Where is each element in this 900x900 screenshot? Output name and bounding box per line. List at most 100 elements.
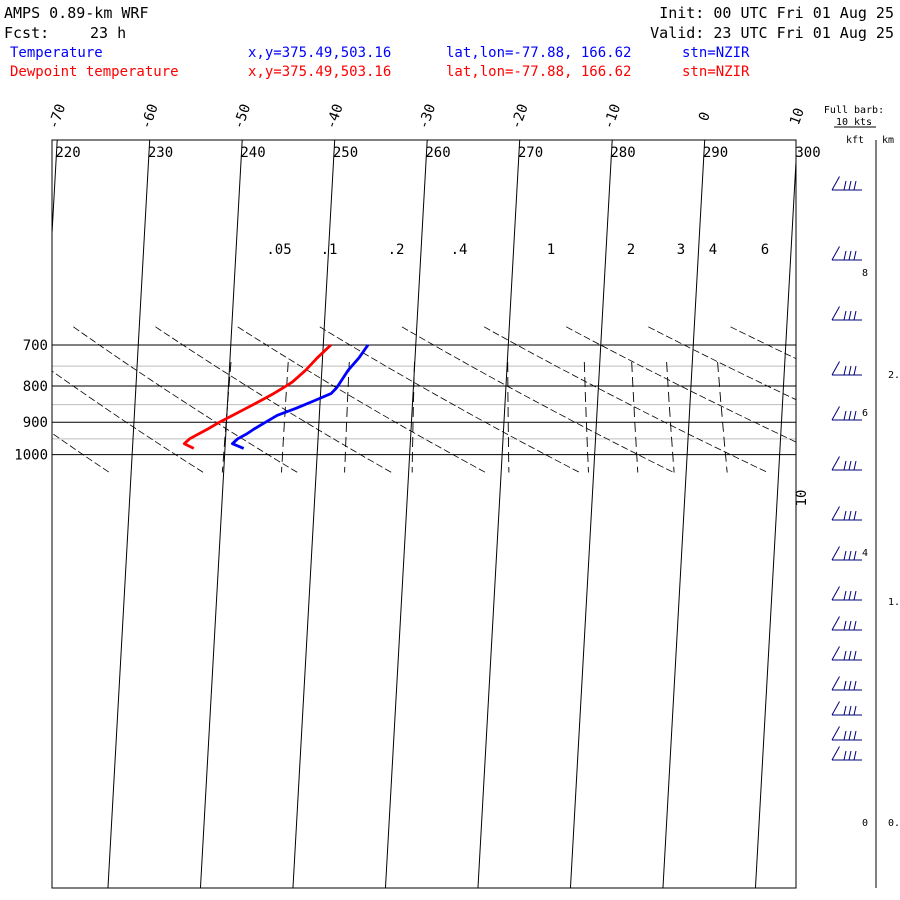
dry-adiabat-label: 290 — [703, 145, 728, 161]
mixing-ratio-line — [344, 361, 350, 473]
wind-barb-shaft — [831, 616, 840, 631]
wind-barb-feather — [853, 680, 857, 691]
wind-barb-feather — [853, 550, 857, 561]
dry-adiabat-label: 270 — [518, 145, 543, 161]
legend-dewpoint-stn: stn=NZIR — [682, 64, 750, 80]
wind-barb-shaft — [831, 456, 840, 471]
wind-barb-feather — [843, 410, 847, 421]
mixing-ratio-label: 2 — [627, 242, 635, 258]
axis-labels: 700 800 900 1000 -70 -60 -50 -40 -30 -20 -10 0 10 220… — [14, 102, 820, 506]
model-title: AMPS 0.89-km WRF — [4, 4, 149, 22]
fcst-label: Fcst: — [4, 24, 49, 42]
isotherm-line — [754, 152, 796, 888]
wind-barb-feather — [848, 730, 852, 741]
dry-adiabat-label: 220 — [55, 145, 80, 161]
wind-panel-unit-kft: kft — [846, 135, 864, 146]
wind-panel-subtitle: 10 kts — [836, 117, 872, 128]
dry-adiabat-line — [648, 326, 796, 401]
temperature-tick-label-side: 10 — [794, 490, 810, 507]
km-tick-1: 1. — [888, 597, 900, 608]
mixing-ratio-line — [281, 361, 289, 473]
temperature-profile-line — [230, 344, 370, 450]
wind-barb-feather — [843, 620, 847, 631]
wind-panel-unit-km: km — [882, 135, 894, 146]
dry-adiabat-line — [730, 326, 796, 360]
wind-panel-title: Full barb: — [824, 105, 884, 116]
wind-barb-feather — [853, 510, 857, 521]
mixing-ratio-label: .1 — [321, 242, 338, 258]
legend-temperature-stn: stn=NZIR — [682, 45, 750, 61]
wind-barb-feather — [843, 510, 847, 521]
temperature-tick-label: -10 — [601, 102, 625, 131]
wind-barb-feather — [848, 460, 852, 471]
profile-series — [182, 343, 370, 450]
wind-barb-feather — [843, 680, 847, 691]
wind-barb-shaft — [831, 176, 840, 191]
wind-barb-feather — [843, 730, 847, 741]
legend-temperature-name: Temperature — [10, 45, 103, 61]
valid-time: Valid: 23 UTC Fri 01 Aug 25 — [650, 24, 894, 42]
init-time: Init: 00 UTC Fri 01 Aug 25 — [659, 4, 894, 22]
dry-adiabat-label: 280 — [610, 145, 635, 161]
wind-barb-shaft — [831, 546, 840, 561]
dry-adiabat-line — [52, 432, 110, 473]
temperature-tick-label: -60 — [138, 102, 162, 131]
wind-barb-shaft — [831, 586, 840, 601]
dry-adiabat-line — [566, 326, 796, 443]
wind-barb-feather — [843, 650, 847, 661]
wind-barb-shaft — [831, 361, 840, 376]
wind-barb-feather — [848, 180, 852, 191]
dry-adiabat-line — [73, 326, 298, 473]
isotherm-line — [569, 140, 613, 888]
wind-barb-feather — [843, 590, 847, 601]
legend-dewpoint-name: Dewpoint temperature — [10, 64, 179, 80]
wind-barb-feather — [848, 410, 852, 421]
isotherm-line — [52, 140, 58, 243]
dry-adiabat-label: 250 — [333, 145, 358, 161]
wind-barb-feather — [848, 705, 852, 716]
pressure-tick-label: 700 — [23, 338, 48, 354]
wind-barb-shaft — [831, 406, 840, 421]
kft-tick-6: 6 — [862, 408, 868, 419]
wind-barb-feather — [843, 460, 847, 471]
wind-barb-feather — [853, 590, 857, 601]
mixing-ratio-label: .4 — [451, 242, 468, 258]
dry-adiabat-line — [895, 327, 900, 473]
temperature-tick-label: -30 — [416, 102, 440, 131]
wind-barb-shaft — [831, 726, 840, 741]
wind-barb-feather — [848, 590, 852, 601]
wind-barbs — [831, 176, 862, 761]
dry-adiabat-line — [483, 326, 768, 473]
dry-adiabat-label: 300 — [795, 145, 820, 161]
wind-barb-feather — [853, 460, 857, 471]
legend-dewpoint-latlon: lat,lon=-77.88, 166.62 — [446, 64, 631, 80]
dewpoint-profile-line — [182, 343, 332, 450]
wind-barb-feather — [848, 620, 852, 631]
dry-adiabat-line — [401, 326, 674, 473]
wind-barb-feather — [853, 410, 857, 421]
wind-barb-feather — [853, 730, 857, 741]
wind-barb-feather — [848, 510, 852, 521]
temperature-tick-label: -70 — [46, 102, 70, 131]
wind-barb-shaft — [831, 246, 840, 261]
legend-temperature-xy: x,y=375.49,503.16 — [248, 45, 391, 61]
wind-barb-shaft — [831, 306, 840, 321]
temperature-tick-label: -20 — [508, 102, 532, 131]
wind-barb-feather — [848, 650, 852, 661]
wind-barb-feather — [848, 250, 852, 261]
temperature-tick-label: -40 — [323, 102, 347, 131]
wind-barb-feather — [848, 365, 852, 376]
wind-barb-shaft — [831, 746, 840, 761]
mixing-ratio-line — [717, 361, 728, 473]
mixing-ratio-label: .2 — [388, 242, 405, 258]
mixing-ratio-label: 3 — [677, 242, 685, 258]
dry-adiabat-line — [0, 327, 15, 473]
wind-barb-feather — [843, 705, 847, 716]
background-grid — [0, 140, 900, 888]
temperature-tick-label: 10 — [787, 106, 808, 127]
wind-barb-feather — [843, 180, 847, 191]
wind-barb-feather — [848, 310, 852, 321]
dry-adiabat-line — [52, 370, 204, 473]
wind-barb-feather — [853, 650, 857, 661]
